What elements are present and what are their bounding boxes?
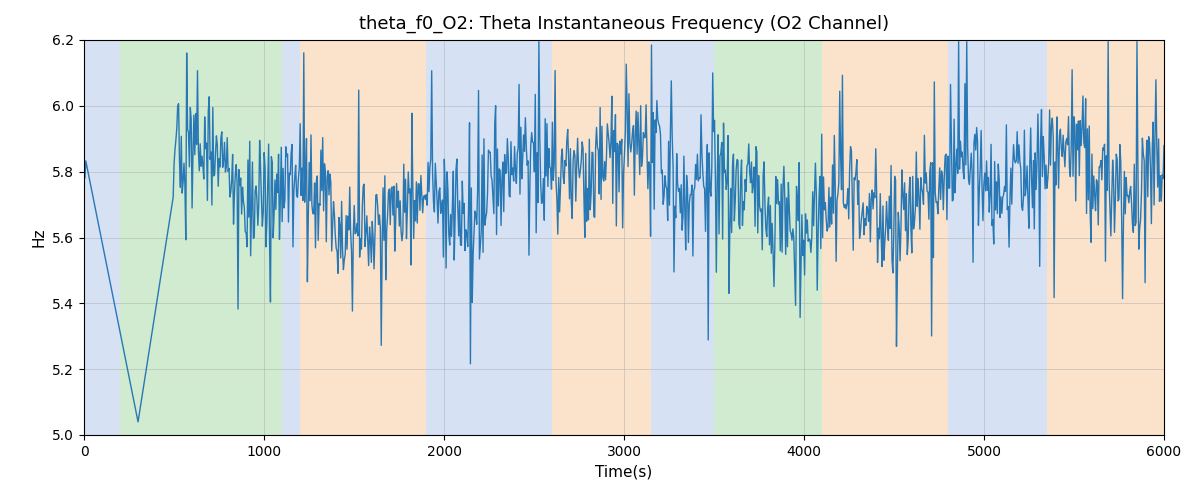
X-axis label: Time(s): Time(s) [595, 464, 653, 479]
Bar [426, 40, 552, 435]
Bar [84, 40, 120, 435]
Bar [282, 40, 300, 435]
Bar [552, 40, 650, 435]
Bar [120, 40, 282, 435]
Title: theta_f0_O2: Theta Instantaneous Frequency (O2 Channel): theta_f0_O2: Theta Instantaneous Frequen… [359, 15, 889, 33]
Bar [948, 40, 1046, 435]
Bar [650, 40, 714, 435]
Y-axis label: Hz: Hz [31, 228, 47, 247]
Bar [822, 40, 948, 435]
Bar [1046, 40, 1164, 435]
Bar [300, 40, 426, 435]
Bar [714, 40, 822, 435]
